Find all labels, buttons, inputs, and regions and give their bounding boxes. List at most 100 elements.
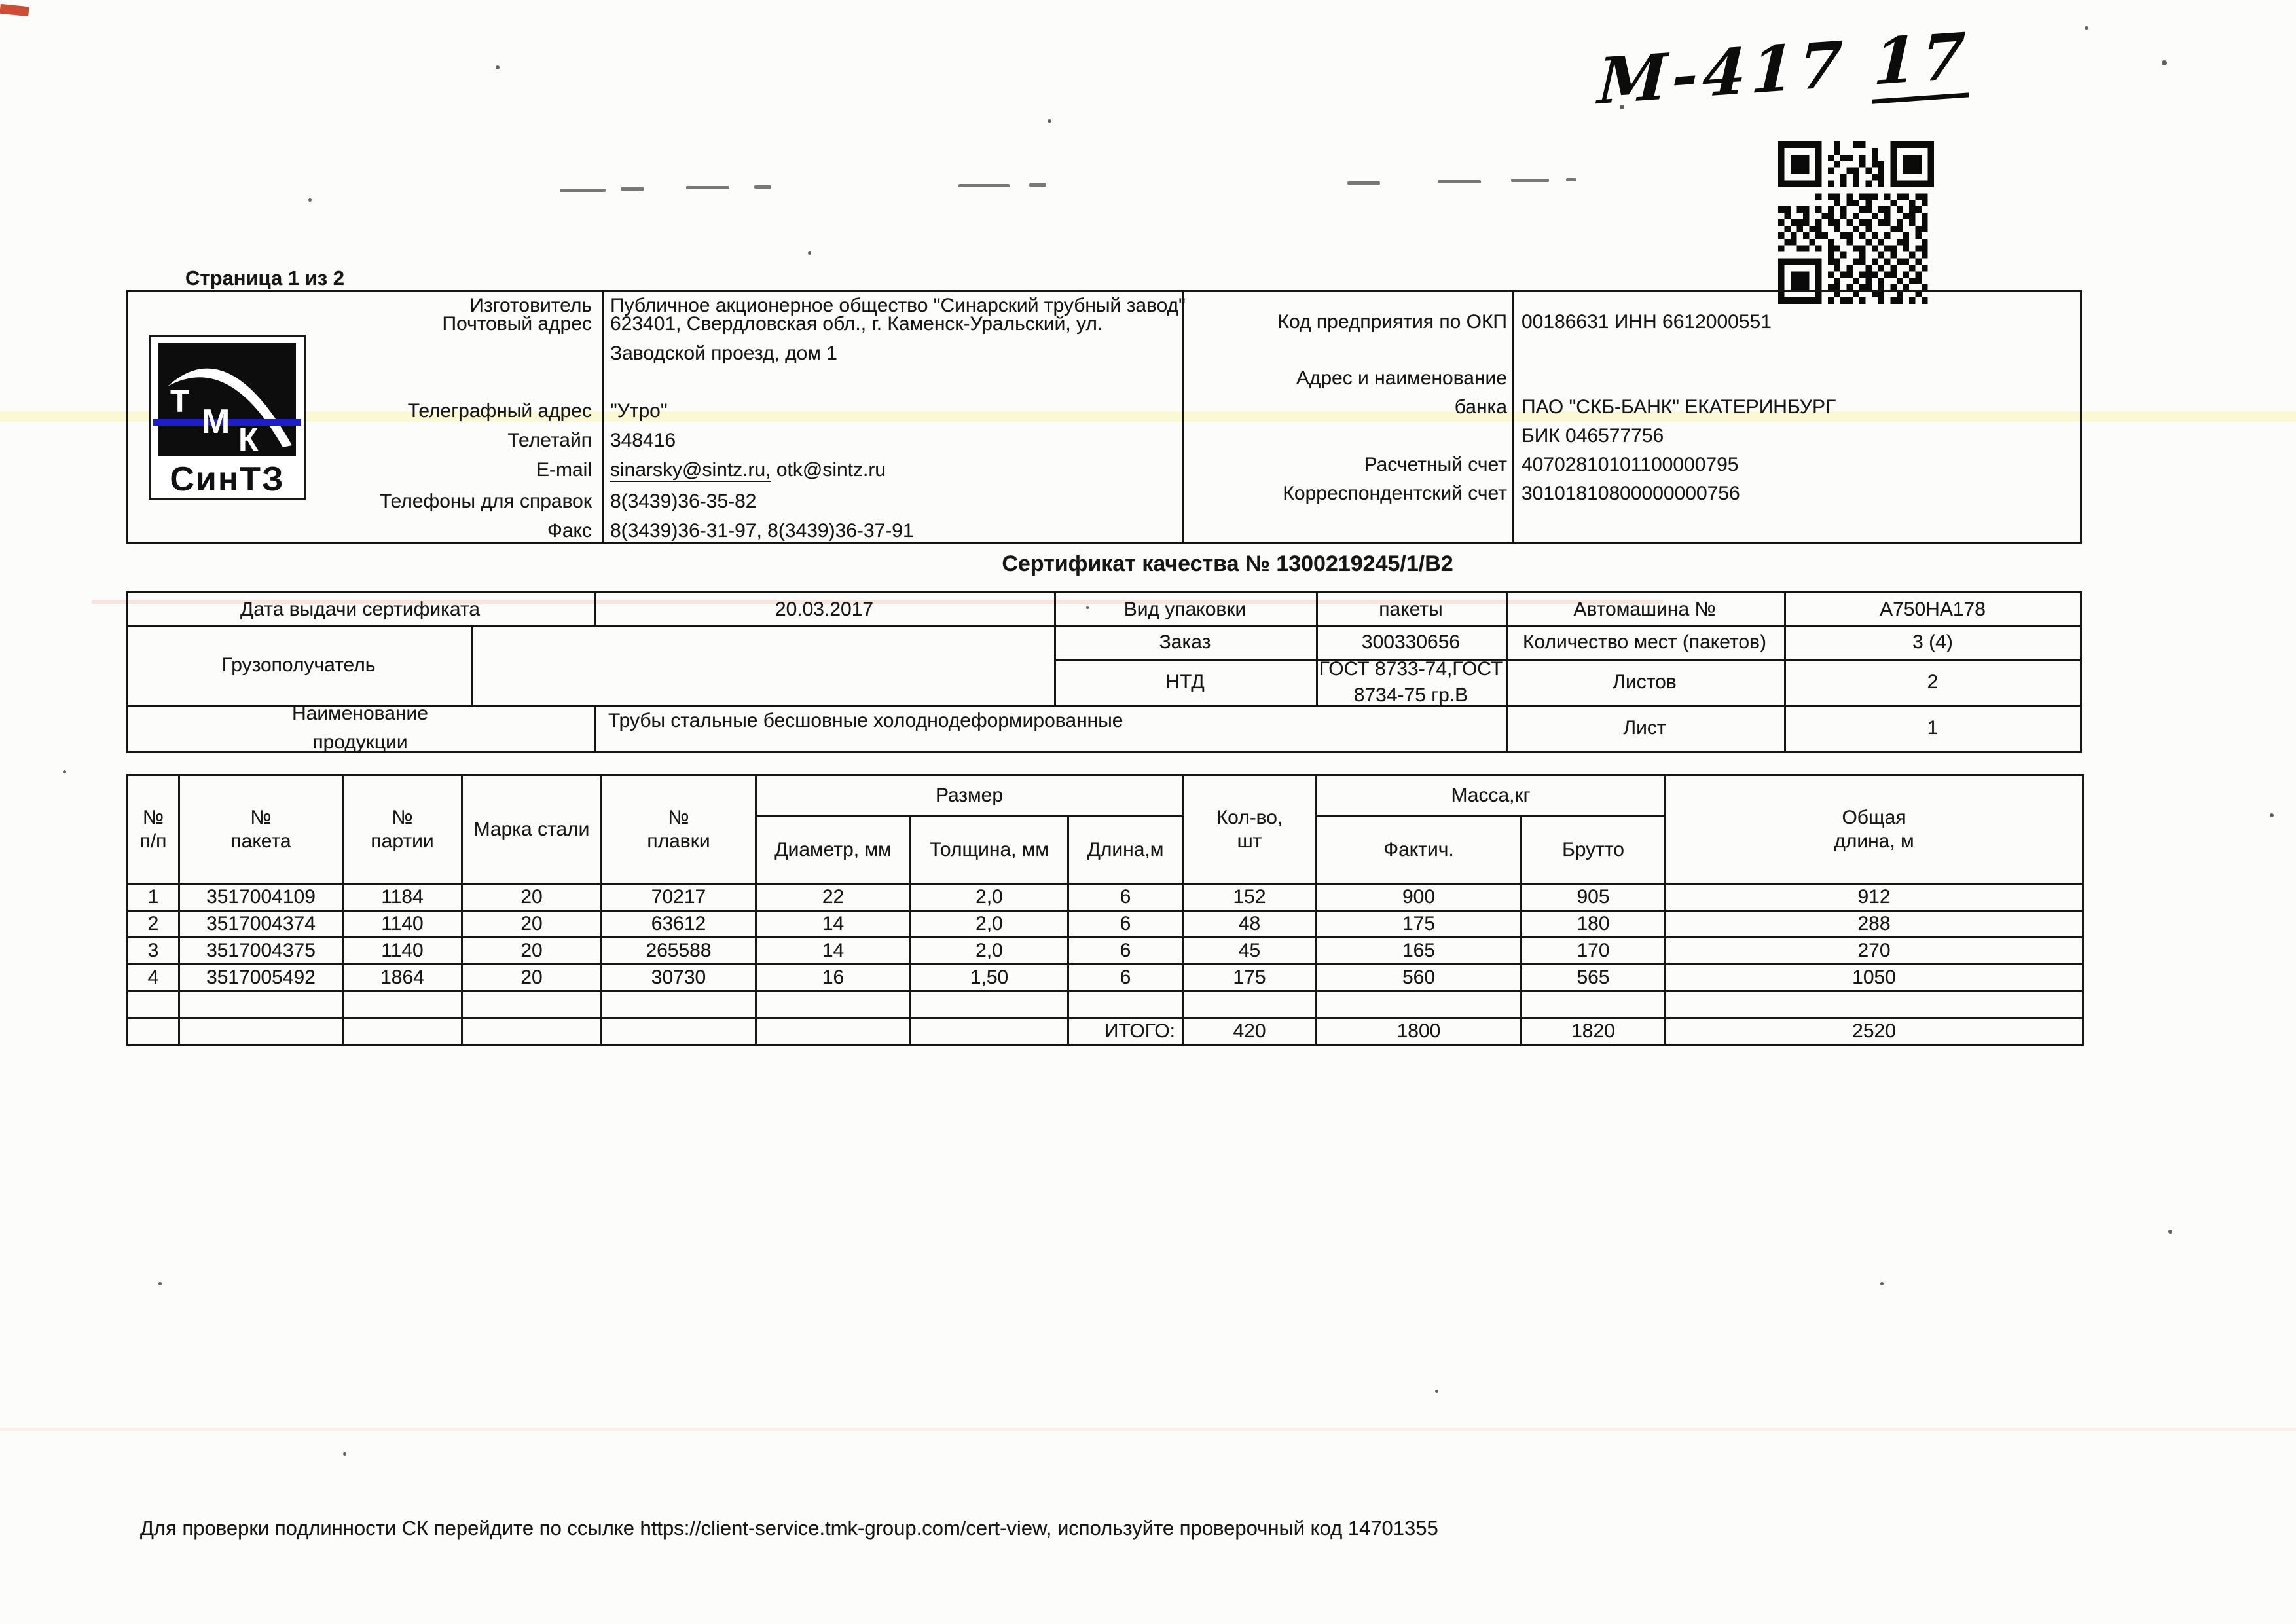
table-row-empty bbox=[126, 990, 2085, 1019]
field-label: Телетайп bbox=[507, 430, 592, 451]
logo-letter-m: М bbox=[202, 403, 230, 441]
field-label: E-mail bbox=[536, 459, 592, 481]
field-label: Факс bbox=[547, 520, 592, 542]
table-cell bbox=[1664, 990, 2085, 1019]
manufacturer-row: Телефоны для справок 8(3439)36-35-82 bbox=[128, 488, 2080, 515]
handwritten-suffix: 17 bbox=[1872, 18, 1971, 104]
totals-qty: 420 bbox=[1182, 1017, 1317, 1046]
table-cell: 14 bbox=[755, 910, 911, 938]
bank-row: Корреспондентский счет 30101810800000000… bbox=[128, 480, 2080, 507]
field-value: БИК 046577756 bbox=[1522, 425, 1664, 447]
table-cell bbox=[1067, 990, 1184, 1019]
field-value: 8(3439)36-35-82 bbox=[610, 490, 757, 512]
table-cell: 175 bbox=[1315, 910, 1522, 938]
table-cell: 6 bbox=[1067, 910, 1184, 938]
field-value: 2 bbox=[1927, 671, 1939, 693]
table-cell: 3517004109 bbox=[178, 883, 344, 912]
bank-row: Код предприятия по ОКП 00186631 ИНН 6612… bbox=[128, 308, 2080, 336]
field-label: Грузополучатель bbox=[221, 654, 376, 676]
table-cell bbox=[600, 990, 757, 1019]
table-cell: 1140 bbox=[342, 936, 463, 965]
logo-blue-line bbox=[153, 419, 301, 426]
field-label: Изготовитель bbox=[469, 295, 592, 316]
field-label: Вид упаковки bbox=[1123, 599, 1247, 620]
field-label: Количество мест (пакетов) bbox=[1523, 631, 1766, 653]
tmk-sintz-logo: Т М К СинТЗ bbox=[149, 335, 306, 500]
field-label: банка bbox=[1454, 396, 1507, 418]
table-cell bbox=[909, 1017, 1069, 1046]
table-cell: 2,0 bbox=[909, 936, 1069, 965]
field-value: Публичное акционерное общество "Синарски… bbox=[610, 295, 1186, 316]
field-value: 00186631 ИНН 6612000551 bbox=[1522, 311, 1772, 333]
field-value: 20.03.2017 bbox=[774, 599, 874, 620]
field-value: ГОСТ 8733-74,ГОСТ 8734-75 гр.В bbox=[1319, 658, 1503, 706]
table-cell: 3517004374 bbox=[178, 910, 344, 938]
manufacturer-row: Изготовитель Публичное акционерное общес… bbox=[128, 292, 2080, 320]
table-cell: 70217 bbox=[600, 883, 757, 912]
manufacturer-row: Заводской проезд, дом 1 bbox=[128, 340, 2080, 367]
totals-gross: 1820 bbox=[1520, 1017, 1667, 1046]
col-header-total-length: Общая длина, м bbox=[1664, 774, 2085, 885]
table-cell bbox=[461, 990, 602, 1019]
manufacturer-row-email: E-mail sinarsky@sintz.ru, otk@sintz.ru bbox=[128, 456, 2080, 484]
col-header-diameter: Диаметр, мм bbox=[755, 815, 911, 885]
table-cell: 6 bbox=[1067, 963, 1184, 992]
col-header-gross: Брутто bbox=[1520, 815, 1667, 885]
manufacturer-row: Почтовый адрес 623401, Свердловская обл.… bbox=[128, 310, 2080, 338]
table-cell bbox=[126, 1017, 180, 1046]
table-cell: 3517004375 bbox=[178, 936, 344, 965]
field-value: 30101810800000000756 bbox=[1522, 483, 1740, 504]
col-header-batch: № партии bbox=[342, 774, 463, 885]
bank-row: Адрес и наименование bbox=[128, 365, 2080, 392]
field-value: 8(3439)36-31-97, 8(3439)36-37-91 bbox=[610, 520, 914, 542]
col-header-fact: Фактич. bbox=[1315, 815, 1522, 885]
table-cell: 270 bbox=[1664, 936, 2085, 965]
certificate-title: Сертификат качества № 1300219245/1/В2 bbox=[1002, 551, 1453, 576]
table-cell: 905 bbox=[1520, 883, 1667, 912]
field-value: 300330656 bbox=[1361, 631, 1461, 653]
field-value: 40702810101100000795 bbox=[1522, 454, 1739, 475]
table-cell: 3517005492 bbox=[178, 963, 344, 992]
table-cell bbox=[1315, 990, 1522, 1019]
table-cell: 16 bbox=[755, 963, 911, 992]
table-cell: 14 bbox=[755, 936, 911, 965]
table-cell: 30730 bbox=[600, 963, 757, 992]
logo-letter-t: Т bbox=[170, 384, 190, 419]
table-cell: 900 bbox=[1315, 883, 1522, 912]
manufacturer-row: Телеграфный адрес "Утро" bbox=[128, 397, 2080, 425]
table-cell bbox=[178, 990, 344, 1019]
field-label: Корреспондентский счет bbox=[1283, 483, 1507, 504]
table-cell bbox=[1520, 990, 1667, 1019]
logo-black-square bbox=[158, 343, 296, 456]
table-row-totals: ИТОГО: 420 1800 1820 2520 bbox=[126, 1017, 2085, 1046]
field-value: 3 (4) bbox=[1912, 631, 1953, 653]
table-cell: 1184 bbox=[342, 883, 463, 912]
handwritten-mark: М-417 17 bbox=[1597, 18, 1971, 119]
col-header-size: Размер bbox=[755, 774, 1184, 817]
field-label: Листов bbox=[1613, 671, 1677, 693]
table-cell bbox=[126, 990, 180, 1019]
table-cell: 45 bbox=[1182, 936, 1317, 965]
col-header-steel: Марка стали bbox=[461, 774, 602, 885]
field-label: Телефоны для справок bbox=[380, 490, 592, 512]
field-value: 348416 bbox=[610, 430, 676, 451]
bank-row: БИК 046577756 bbox=[128, 422, 2080, 450]
table-cell: 1050 bbox=[1664, 963, 2085, 992]
table-cell: 20 bbox=[461, 936, 602, 965]
field-label: Лист bbox=[1623, 717, 1666, 739]
logo-swoosh bbox=[168, 368, 292, 447]
email-secondary: otk@sintz.ru bbox=[771, 459, 886, 481]
email-primary: sinarsky@sintz.ru, bbox=[610, 459, 771, 482]
table-cell: 22 bbox=[755, 883, 911, 912]
table-cell: 20 bbox=[461, 883, 602, 912]
field-value: Заводской проезд, дом 1 bbox=[610, 342, 837, 364]
field-label: НТД bbox=[1165, 671, 1205, 693]
table-cell: 6 bbox=[1067, 883, 1184, 912]
table-row: 1 3517004109 1184 20 70217 22 2,0 6 152 … bbox=[126, 883, 2085, 912]
totals-fact: 1800 bbox=[1315, 1017, 1522, 1046]
table-cell bbox=[342, 990, 463, 1019]
table-cell: 1864 bbox=[342, 963, 463, 992]
table-cell: 565 bbox=[1520, 963, 1667, 992]
certificate-details-table: Дата выдачи сертификата 20.03.2017 Вид у… bbox=[126, 591, 2082, 753]
